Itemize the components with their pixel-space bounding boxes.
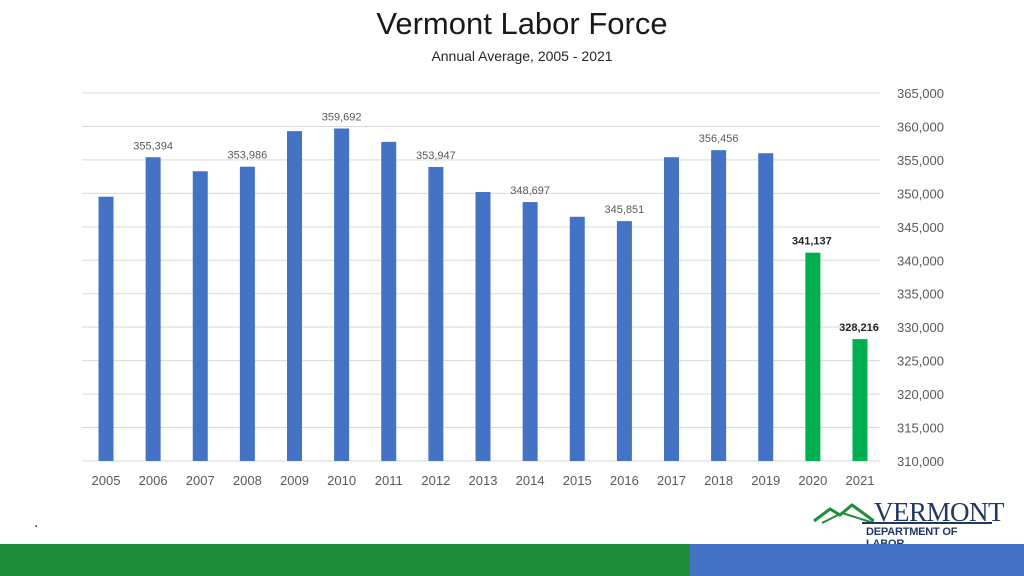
y-tick-label: 360,000 xyxy=(897,119,944,134)
x-tick-label: 2013 xyxy=(469,473,498,488)
bar xyxy=(98,196,114,461)
bar xyxy=(711,150,727,462)
bar xyxy=(334,128,350,461)
logo-divider xyxy=(862,522,992,524)
bar-chart: 310,000 315,000 320,000 325,000 330,000 335,0… xyxy=(82,86,944,488)
data-label: 359,692 xyxy=(322,112,362,124)
vermont-dol-logo: VERMONT DEPARTMENT OF LABOR xyxy=(812,497,1005,550)
x-tick-label: 2009 xyxy=(280,473,309,488)
chart-title: Vermont Labor Force xyxy=(376,6,668,41)
x-tick-label: 2015 xyxy=(563,473,592,488)
mountain-logo-icon xyxy=(813,503,874,524)
chart-subtitle: Annual Average, 2005 - 2021 xyxy=(431,48,613,64)
x-tick-label: 2008 xyxy=(233,473,262,488)
data-label: 353,986 xyxy=(227,150,267,162)
bar xyxy=(758,153,774,461)
x-tick-label: 2010 xyxy=(327,473,356,488)
x-tick-label: 2018 xyxy=(704,473,733,488)
y-tick-label: 355,000 xyxy=(897,153,944,168)
x-tick-label: 2021 xyxy=(846,473,875,488)
x-tick-label: 2017 xyxy=(657,473,686,488)
y-tick-label: 345,000 xyxy=(897,220,944,235)
bar xyxy=(381,141,397,462)
bar xyxy=(522,202,538,461)
y-tick-label: 335,000 xyxy=(897,287,944,302)
bar xyxy=(569,216,585,461)
bar xyxy=(428,166,444,461)
x-tick-label: 2011 xyxy=(375,473,403,488)
footer-blue-band xyxy=(690,544,1024,576)
y-tick-label: 325,000 xyxy=(897,354,944,369)
data-label: 328,216 xyxy=(839,322,879,334)
x-tick-label: 2006 xyxy=(139,473,168,488)
bar xyxy=(616,221,632,461)
x-tick-label: 2016 xyxy=(610,473,639,488)
data-label: 356,456 xyxy=(699,133,739,145)
bar xyxy=(239,166,255,462)
data-label: 355,394 xyxy=(133,140,173,152)
bar xyxy=(664,157,679,461)
y-tick-label: 330,000 xyxy=(897,320,944,335)
data-label: 341,137 xyxy=(792,236,832,248)
y-tick-label: 320,000 xyxy=(897,387,944,402)
bar xyxy=(192,171,208,461)
x-tick-label: 2007 xyxy=(186,473,215,488)
y-tick-label: 365,000 xyxy=(897,86,944,101)
bar xyxy=(852,339,868,461)
bar xyxy=(805,252,821,461)
x-tick-label: 2005 xyxy=(92,473,121,488)
data-label: 353,947 xyxy=(416,150,456,162)
bar xyxy=(287,131,302,461)
y-tick-label: 310,000 xyxy=(897,454,944,469)
y-tick-label: 315,000 xyxy=(897,421,944,436)
y-tick-label: 340,000 xyxy=(897,253,944,268)
x-tick-label: 2020 xyxy=(798,473,827,488)
bar xyxy=(145,157,161,461)
x-tick-label: 2012 xyxy=(421,473,450,488)
x-tick-label: 2014 xyxy=(516,473,545,488)
data-label: 348,697 xyxy=(510,185,550,197)
bar xyxy=(475,192,491,461)
x-tick-label: 2019 xyxy=(751,473,780,488)
data-label: 345,851 xyxy=(604,204,644,216)
footer-green-band xyxy=(0,544,690,576)
stray-dot: . xyxy=(34,514,39,531)
y-tick-label: 350,000 xyxy=(897,186,944,201)
